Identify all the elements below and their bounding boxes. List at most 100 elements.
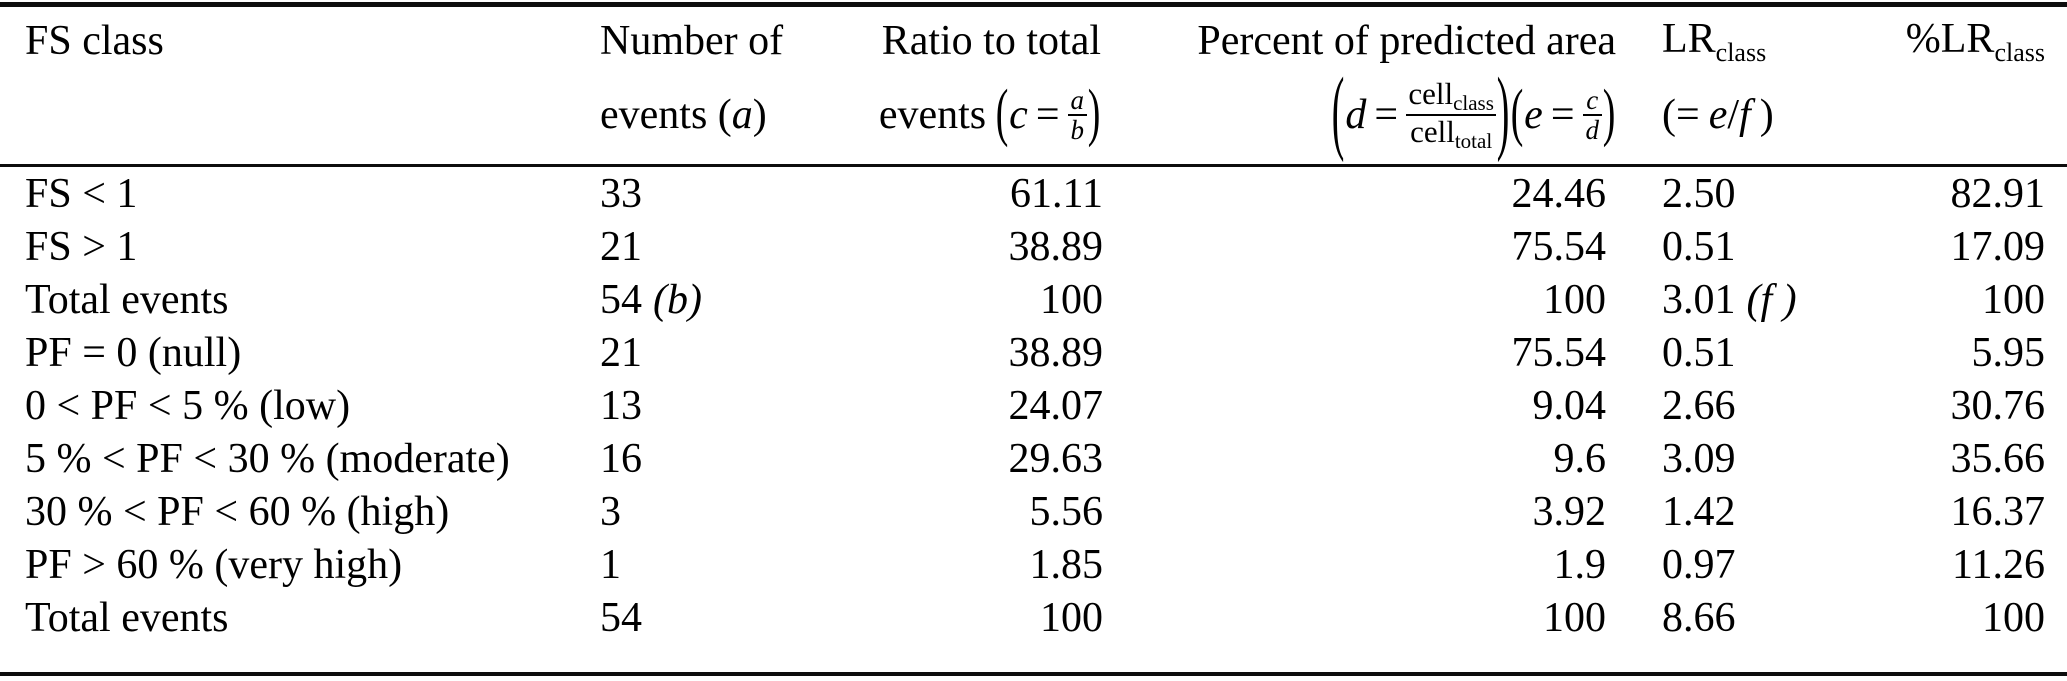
area-cell: 24.46 — [1103, 167, 1620, 220]
area-cell: 9.04 — [1103, 379, 1620, 432]
events-cell: 16 — [575, 432, 790, 485]
area-cell: 1.9 — [1103, 538, 1620, 591]
fs-class-cell: PF > 60 % (very high) — [0, 538, 575, 591]
ratio-cell: 38.89 — [790, 326, 1104, 379]
lr-value: 3.09 — [1662, 435, 1736, 482]
area-cell: 100 — [1103, 591, 1620, 644]
pct-lr-cell: 17.09 — [1840, 220, 2067, 273]
pct-lr-value: 17.09 — [1950, 223, 2046, 270]
pct-lr-cell: 35.66 — [1840, 432, 2067, 485]
lr-cell: 3.09 — [1620, 432, 1840, 485]
header-number-of-events: Number of events (a) — [575, 13, 790, 164]
events-cell: 54 — [575, 591, 790, 644]
table-row: 0 < PF < 5 % (low) 13 24.07 9.04 2.66 30… — [0, 379, 2067, 432]
table-row: FS > 1 21 38.89 75.54 0.51 17.09 — [0, 220, 2067, 273]
header-area-formula: ( d = cellclass celltotal ) ( e = c d — [1332, 61, 1616, 165]
lr-cell: 0.97 — [1620, 538, 1840, 591]
pct-lr-value: 30.76 — [1950, 382, 2046, 429]
area-value: 100 — [1543, 594, 1606, 641]
lr-note: (f ) — [1746, 276, 1797, 323]
ratio-value: 100 — [1040, 276, 1103, 323]
fraction-a-over-b: a b — [1067, 85, 1087, 145]
lr-value: 0.51 — [1662, 223, 1736, 270]
table-body: FS < 1 33 61.11 24.46 2.50 82.91 FS > 1 … — [0, 167, 2067, 644]
fs-class-cell: 30 % < PF < 60 % (high) — [0, 485, 575, 538]
open-paren: ( — [1332, 61, 1345, 165]
close-paren: ) — [1496, 61, 1510, 165]
area-cell: 9.6 — [1103, 432, 1620, 485]
area-value: 9.6 — [1553, 435, 1607, 482]
row-label: Total events — [25, 276, 229, 323]
pct-lr-cell: 11.26 — [1840, 538, 2067, 591]
row-label: PF = 0 (null) — [25, 329, 242, 376]
header-lr-line1: LRclass — [1662, 15, 1767, 67]
row-label: 0 < PF < 5 % (low) — [25, 382, 351, 429]
close-paren: ) — [1087, 77, 1101, 150]
events-value: 3 — [600, 488, 621, 535]
open-paren: ( — [995, 77, 1009, 150]
row-label: 5 % < PF < 30 % (moderate) — [25, 435, 510, 482]
header-lr-line2: (= e/f) — [1662, 92, 1774, 138]
events-cell: 21 — [575, 326, 790, 379]
row-label: PF > 60 % (very high) — [25, 541, 403, 588]
ratio-value: 38.89 — [1008, 329, 1104, 376]
area-value: 100 — [1543, 276, 1606, 323]
ratio-value: 29.63 — [1008, 435, 1104, 482]
fraction-cell-class-over-total: cellclass celltotal — [1406, 77, 1497, 152]
table-header: FS class Number of events (a) Ratio to t… — [0, 7, 2067, 164]
ratio-cell: 29.63 — [790, 432, 1104, 485]
header-ratio-line1: Ratio to total — [881, 18, 1101, 64]
ratio-cell: 5.56 — [790, 485, 1104, 538]
row-label: 30 % < PF < 60 % (high) — [25, 488, 450, 535]
events-value: 1 — [600, 541, 621, 588]
fs-class-cell: Total events — [0, 273, 575, 326]
lr-value: 8.66 — [1662, 594, 1736, 641]
header-pct-lr-label: %LRclass — [1905, 15, 2045, 67]
lr-value: 3.01 — [1662, 276, 1736, 323]
bottom-spacer — [0, 644, 2067, 672]
events-value: 54 — [600, 276, 642, 323]
pct-lr-cell: 30.76 — [1840, 379, 2067, 432]
area-cell: 3.92 — [1103, 485, 1620, 538]
ratio-value: 1.85 — [1029, 541, 1104, 588]
fs-class-cell: FS < 1 — [0, 167, 575, 220]
events-cell: 1 — [575, 538, 790, 591]
pct-lr-value: 100 — [1982, 594, 2045, 641]
lr-cell: 0.51 — [1620, 326, 1840, 379]
events-value: 54 — [600, 594, 642, 641]
header-lr-class: LRclass (= e/f) — [1620, 13, 1840, 164]
ratio-cell: 100 — [790, 591, 1103, 644]
ratio-cell: 1.85 — [790, 538, 1104, 591]
lr-cell: 1.42 — [1620, 485, 1840, 538]
events-value: 33 — [600, 170, 642, 217]
pct-lr-value: 5.95 — [1971, 329, 2046, 376]
ratio-value: 38.89 — [1008, 223, 1104, 270]
pct-lr-value: 82.91 — [1950, 170, 2046, 217]
fs-class-cell: 5 % < PF < 30 % (moderate) — [0, 432, 575, 485]
area-value: 9.04 — [1532, 382, 1607, 429]
header-ratio-to-total: Ratio to total events ( c = a b ) — [790, 13, 1103, 164]
lr-value: 1.42 — [1662, 488, 1736, 535]
ratio-value: 24.07 — [1008, 382, 1104, 429]
events-cell: 3 — [575, 485, 790, 538]
table-row: PF > 60 % (very high) 1 1.85 1.9 0.97 11… — [0, 538, 2067, 591]
lr-cell: 2.66 — [1620, 379, 1840, 432]
events-cell: 54 (b) — [575, 273, 790, 326]
area-value: 75.54 — [1511, 329, 1607, 376]
table-row: 5 % < PF < 30 % (moderate) 16 29.63 9.6 … — [0, 432, 2067, 485]
area-value: 1.9 — [1553, 541, 1607, 588]
lr-value: 0.97 — [1662, 541, 1736, 588]
lr-cell: 0.51 — [1620, 220, 1840, 273]
events-value: 16 — [600, 435, 642, 482]
close-paren: ) — [1602, 77, 1616, 150]
ratio-cell: 61.11 — [790, 167, 1103, 220]
area-cell: 100 — [1103, 273, 1620, 326]
lr-value: 2.66 — [1662, 382, 1736, 429]
table-row: FS < 1 33 61.11 24.46 2.50 82.91 — [0, 167, 2067, 220]
fraction-c-over-d: c d — [1582, 85, 1602, 145]
lr-value: 2.50 — [1662, 170, 1736, 217]
pct-lr-cell: 100 — [1840, 273, 2067, 326]
pct-lr-value: 16.37 — [1950, 488, 2046, 535]
lr-cell: 8.66 — [1620, 591, 1840, 644]
